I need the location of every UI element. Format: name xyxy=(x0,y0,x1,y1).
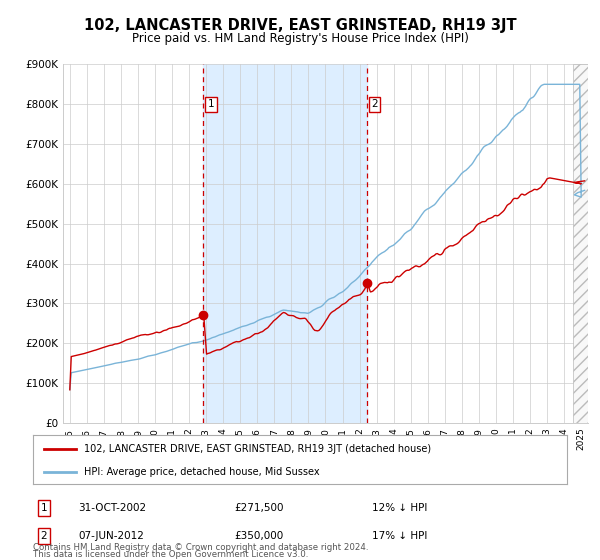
Text: 1: 1 xyxy=(208,99,214,109)
Text: £271,500: £271,500 xyxy=(234,503,284,513)
Text: 102, LANCASTER DRIVE, EAST GRINSTEAD, RH19 3JT: 102, LANCASTER DRIVE, EAST GRINSTEAD, RH… xyxy=(83,18,517,32)
Bar xyxy=(203,64,367,423)
Text: 31-OCT-2002: 31-OCT-2002 xyxy=(78,503,146,513)
Text: £350,000: £350,000 xyxy=(234,531,283,541)
Text: 1: 1 xyxy=(40,503,47,513)
Bar xyxy=(572,64,590,423)
Text: HPI: Average price, detached house, Mid Sussex: HPI: Average price, detached house, Mid … xyxy=(84,467,319,477)
Text: 12% ↓ HPI: 12% ↓ HPI xyxy=(372,503,427,513)
Text: 17% ↓ HPI: 17% ↓ HPI xyxy=(372,531,427,541)
Text: Contains HM Land Registry data © Crown copyright and database right 2024.: Contains HM Land Registry data © Crown c… xyxy=(33,543,368,552)
Text: 07-JUN-2012: 07-JUN-2012 xyxy=(78,531,144,541)
Text: Price paid vs. HM Land Registry's House Price Index (HPI): Price paid vs. HM Land Registry's House … xyxy=(131,31,469,45)
Text: 102, LANCASTER DRIVE, EAST GRINSTEAD, RH19 3JT (detached house): 102, LANCASTER DRIVE, EAST GRINSTEAD, RH… xyxy=(84,444,431,454)
Text: 2: 2 xyxy=(371,99,378,109)
Text: This data is licensed under the Open Government Licence v3.0.: This data is licensed under the Open Gov… xyxy=(33,550,308,559)
Text: 2: 2 xyxy=(40,531,47,541)
